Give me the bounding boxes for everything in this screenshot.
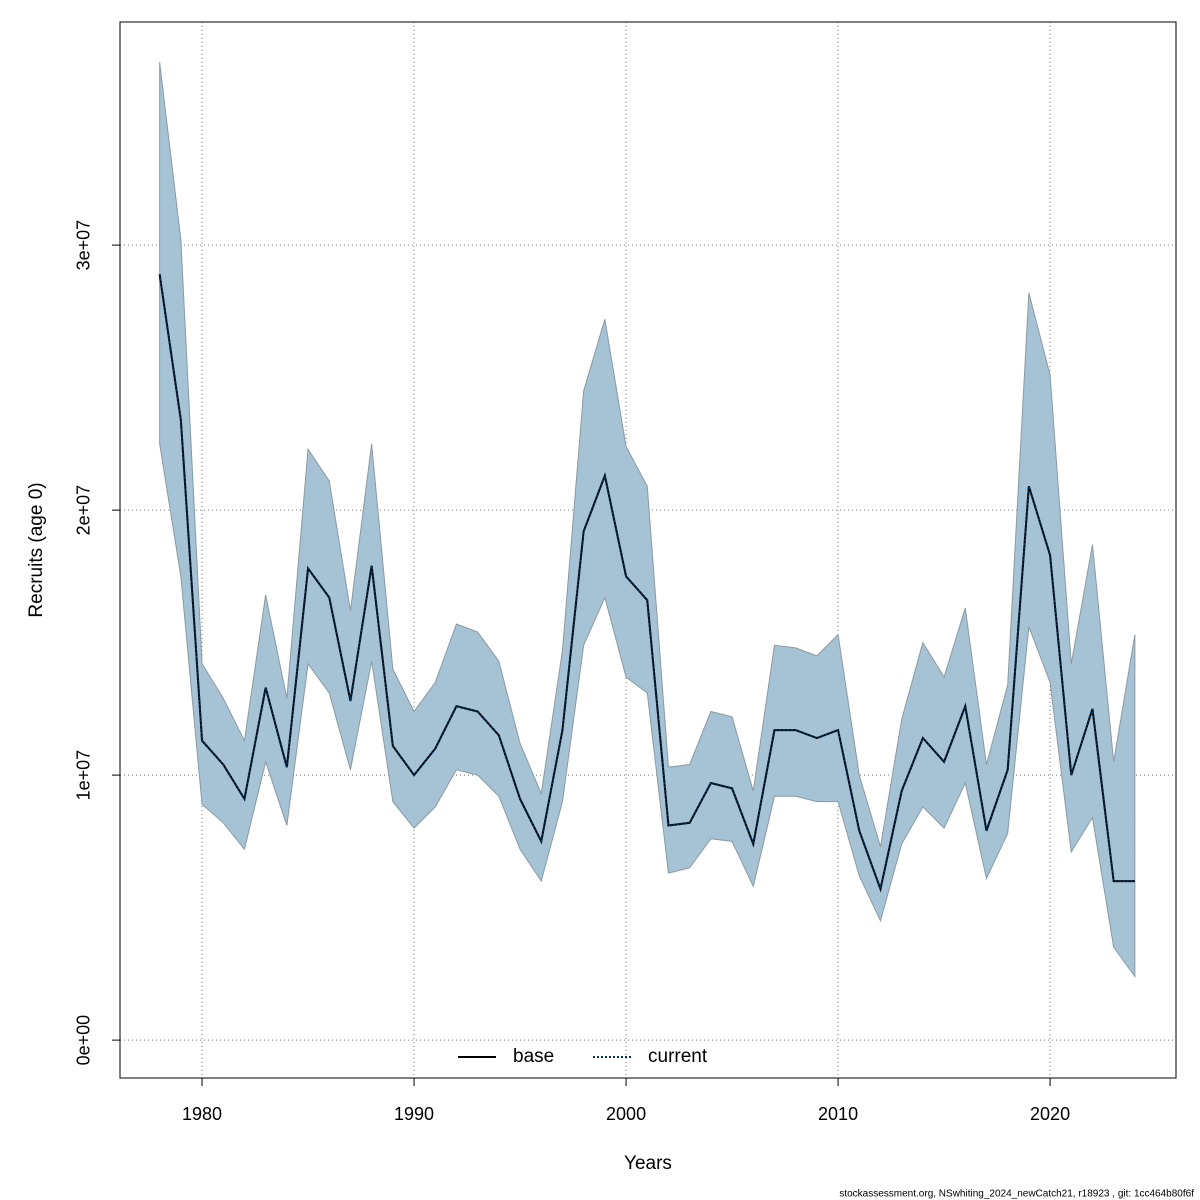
legend-label: base: [513, 1046, 554, 1067]
x-tick-label: 2020: [1030, 1104, 1070, 1124]
x-tick-label: 2010: [818, 1104, 858, 1124]
confidence-band: [159, 62, 1136, 979]
y-tick-label: 2e+07: [74, 485, 94, 536]
x-tick-label: 1990: [394, 1104, 434, 1124]
plot-frame: [119, 21, 1177, 1079]
footnote: stockassessment.org, NSwhiting_2024_newC…: [839, 1189, 1194, 1200]
y-tick-label: 3e+07: [74, 220, 94, 271]
x-tick-label: 1980: [182, 1104, 222, 1124]
y-axis-label: Recruits (age 0): [26, 482, 47, 617]
y-tick-label: 0e+00: [74, 1015, 94, 1066]
x-axis-label: Years: [624, 1153, 672, 1174]
y-tick-label: 1e+07: [74, 750, 94, 801]
legend-label: current: [648, 1046, 708, 1067]
series-line: [158, 274, 1135, 893]
x-tick-label: 2000: [606, 1104, 646, 1124]
